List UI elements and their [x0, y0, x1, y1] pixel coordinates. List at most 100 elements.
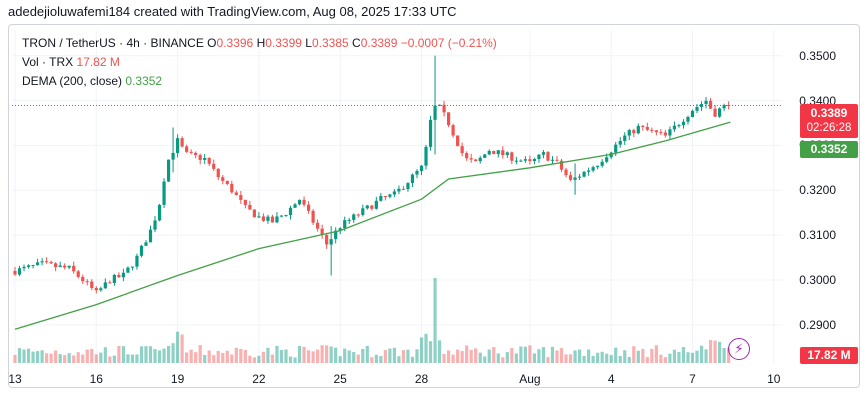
volume-bar [546, 357, 550, 363]
volume-bar [130, 354, 135, 363]
x-tick-label: 13 [8, 372, 22, 386]
legend-change: −0.0007 (−0.21%) [400, 36, 497, 50]
candle-body [153, 220, 157, 230]
volume-bar [207, 350, 211, 363]
candle-body [483, 154, 487, 158]
volume-bar [591, 355, 595, 363]
candle-body [17, 268, 22, 275]
lightning-icon[interactable]: ⚡ [728, 338, 750, 360]
volume-bar [58, 354, 62, 363]
volume-bar [40, 350, 44, 363]
y-tick-label: 0.3500 [799, 48, 836, 63]
legend-symbol[interactable]: TRON / TetherUS · 4h · BINANCE [22, 36, 204, 50]
candle-body [117, 274, 121, 278]
volume-bar [189, 349, 193, 363]
candle-body [252, 209, 256, 218]
candle-body [103, 282, 107, 289]
volume-bar [49, 353, 53, 363]
candle-body [361, 208, 365, 215]
volume-bar [519, 346, 523, 363]
candle-body [297, 199, 302, 205]
volume-bar [663, 357, 667, 363]
candle-body [650, 129, 654, 131]
candle-body [135, 255, 139, 267]
volume-bar [618, 355, 622, 363]
volume-bar [334, 347, 338, 363]
volume-bar [13, 354, 17, 363]
candle-body [415, 170, 419, 175]
volume-bar [636, 350, 640, 363]
candle-body [636, 125, 640, 134]
volume-bar [31, 351, 35, 363]
volume-bar [379, 356, 383, 363]
candle-body [681, 121, 686, 126]
candle-body [519, 160, 523, 162]
volume-bar [148, 346, 153, 363]
volume-bar [654, 345, 658, 363]
volume-bar [176, 331, 180, 363]
volume-bar [605, 353, 609, 363]
dema-line [14, 121, 731, 330]
volume-bar [510, 348, 514, 363]
candle-body [587, 170, 591, 172]
volume-bar [447, 350, 451, 363]
volume-bar [81, 354, 85, 363]
candle-body [45, 261, 49, 263]
y-tick-label: 0.3000 [799, 272, 836, 287]
volume-bar [392, 347, 396, 363]
volume-bar [645, 357, 649, 363]
volume-bar [587, 349, 591, 363]
candle-body [496, 150, 500, 155]
candle-body [727, 105, 731, 107]
volume-bar [234, 347, 238, 363]
volume-bar [108, 356, 112, 363]
legend-close-value: 0.3389 [360, 36, 398, 50]
candle-body [447, 112, 451, 126]
volume-bar [415, 349, 419, 363]
volume-bar [614, 347, 618, 363]
volume-bar [121, 346, 125, 363]
candle-body [704, 100, 708, 105]
candle-body [614, 144, 618, 153]
candle-body [189, 151, 193, 153]
volume-bar [352, 352, 356, 363]
candle-body [311, 210, 315, 223]
volume-bar [641, 348, 645, 363]
candle-body [623, 135, 627, 141]
candle-body [203, 157, 207, 160]
candle-body [645, 126, 649, 130]
volume-bar [212, 355, 216, 363]
candle-body [573, 177, 577, 180]
candle-body [176, 138, 180, 153]
volume-bar [347, 350, 351, 363]
volume-bar [650, 348, 654, 363]
volume-bar [690, 352, 695, 363]
volume-bar [659, 354, 663, 363]
candle-body [35, 262, 40, 266]
candle-body [306, 204, 311, 211]
volume-bar [252, 357, 256, 363]
legend-symbol-row: TRON / TetherUS · 4h · BINANCE O0.3396 H… [22, 36, 497, 50]
candle-body [194, 152, 198, 156]
candle-body [713, 108, 717, 117]
volume-bar [469, 349, 473, 363]
volume-bar [718, 341, 722, 363]
candle-body [284, 215, 288, 217]
candle-body [632, 130, 636, 134]
legend-dema-label[interactable]: DEMA (200, close) [22, 74, 123, 88]
volume-bar [90, 348, 94, 363]
volume-bar [17, 348, 22, 363]
volume-bar [573, 350, 577, 363]
candle-body [555, 159, 559, 161]
legend-volume-label[interactable]: Vol · TRX [22, 55, 74, 69]
legend-volume-value: 17.82 M [76, 55, 120, 69]
candle-body [54, 263, 58, 268]
volume-bar [257, 355, 261, 363]
candle-body [708, 100, 713, 109]
volume-bar [35, 351, 40, 363]
candle-body [428, 119, 433, 147]
candle-body [126, 267, 130, 273]
candle-body [225, 180, 229, 184]
volume-bar [397, 356, 401, 363]
